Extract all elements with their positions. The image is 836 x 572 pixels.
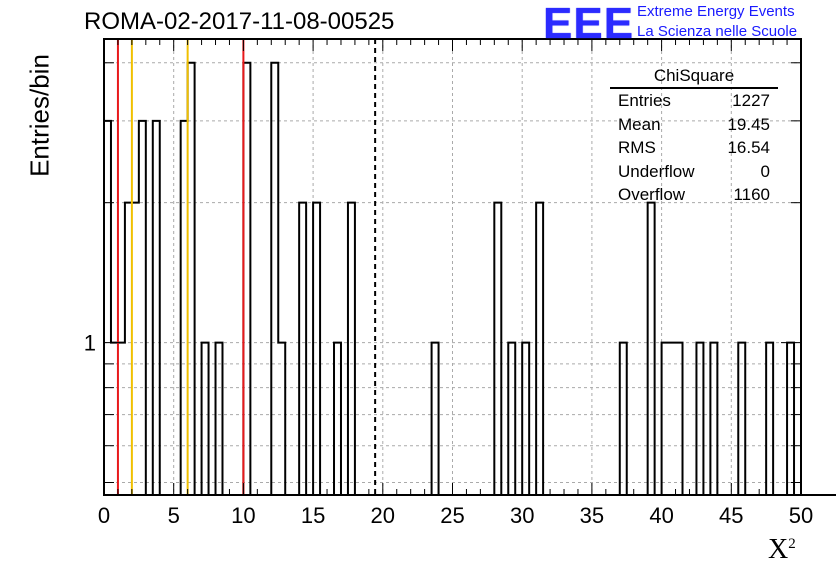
histogram-bin xyxy=(278,343,285,495)
stats-title: ChiSquare xyxy=(610,66,778,89)
histogram-series xyxy=(104,61,836,496)
histogram-bin xyxy=(536,203,543,495)
histogram-bin xyxy=(494,203,501,495)
histogram-bin xyxy=(676,343,683,495)
histogram-bin xyxy=(139,121,146,495)
x-tick-label: 30 xyxy=(510,503,534,528)
histogram-bin xyxy=(710,343,717,495)
histogram-bin xyxy=(153,121,160,495)
stats-value: 0 xyxy=(760,161,770,181)
chart-title: ROMA-02-2017-11-08-00525 xyxy=(84,8,395,35)
histogram-bin xyxy=(348,203,355,495)
x-tick-label: 0 xyxy=(98,503,110,528)
x-tick-label: 45 xyxy=(719,503,743,528)
stats-row: Overflow 1160 xyxy=(610,185,778,209)
axis-ticks: 0 5 10 15 20 25 30 35 40 45 50 1 xyxy=(84,39,813,528)
histogram-bin xyxy=(181,121,188,495)
x-tick-label: 50 xyxy=(789,503,813,528)
stats-value: 1227 xyxy=(732,91,770,110)
logo-line-1: Extreme Energy Events xyxy=(637,3,795,20)
histogram-bin xyxy=(271,63,278,495)
x-axis-label-base: X xyxy=(768,534,789,565)
histogram-bin xyxy=(125,203,132,495)
x-tick-label: 35 xyxy=(580,503,604,528)
histogram-bin xyxy=(662,343,669,495)
histogram-bin xyxy=(669,343,676,495)
histogram-bin xyxy=(299,203,306,495)
x-axis-label-sup: 2 xyxy=(788,536,796,552)
histogram-bin xyxy=(188,63,195,495)
stats-label: Underflow xyxy=(618,161,695,181)
stats-label: Mean xyxy=(618,114,661,134)
y-axis-label: Entries/bin xyxy=(24,54,55,177)
histogram-bin xyxy=(111,343,118,495)
histogram-bin xyxy=(696,343,703,495)
x-tick-label: 25 xyxy=(440,503,464,528)
histogram-bin xyxy=(648,203,655,495)
histogram-bin xyxy=(334,343,341,495)
stats-box: ChiSquare Entries 1227 Mean 19.45 RMS 16.54… xyxy=(610,66,778,209)
stats-label: Overflow xyxy=(618,185,686,204)
x-axis-label: X2 xyxy=(768,534,796,566)
reference-lines xyxy=(116,39,377,495)
histogram-bin xyxy=(787,343,794,495)
histogram-bin xyxy=(118,343,125,495)
x-tick-label: 5 xyxy=(168,503,180,528)
histogram-bin xyxy=(132,203,139,495)
x-tick-label: 20 xyxy=(371,503,395,528)
histogram-bin xyxy=(104,121,111,495)
eee-logo: EEE xyxy=(543,0,635,48)
histogram-outline xyxy=(104,61,836,496)
histogram-bin xyxy=(216,343,223,495)
stats-label: RMS xyxy=(618,138,656,157)
histogram-bin xyxy=(620,343,627,495)
histogram-bin xyxy=(202,343,209,495)
histogram-bin xyxy=(508,343,515,495)
stats-row: Entries 1227 xyxy=(610,91,778,115)
x-tick-label: 10 xyxy=(231,503,255,528)
stats-row: RMS 16.54 xyxy=(610,138,778,162)
x-tick-label: 15 xyxy=(301,503,325,528)
stats-value: 16.54 xyxy=(727,138,770,157)
x-tick-label: 40 xyxy=(649,503,673,528)
histogram-bin xyxy=(738,343,745,495)
histogram-bin xyxy=(243,63,250,495)
histogram-bin xyxy=(313,203,320,495)
stats-row: Underflow 0 xyxy=(610,162,778,186)
stats-value: 19.45 xyxy=(727,114,770,134)
logo-line-2: La Scienza nelle Scuole xyxy=(637,23,798,40)
stats-row: Mean 19.45 xyxy=(610,115,778,139)
histogram-bin xyxy=(522,343,529,495)
stats-label: Entries xyxy=(618,91,671,110)
histogram-bin xyxy=(766,343,773,495)
histogram-bin xyxy=(432,343,439,495)
y-tick-label: 1 xyxy=(84,331,96,356)
stats-value: 1160 xyxy=(733,185,770,204)
